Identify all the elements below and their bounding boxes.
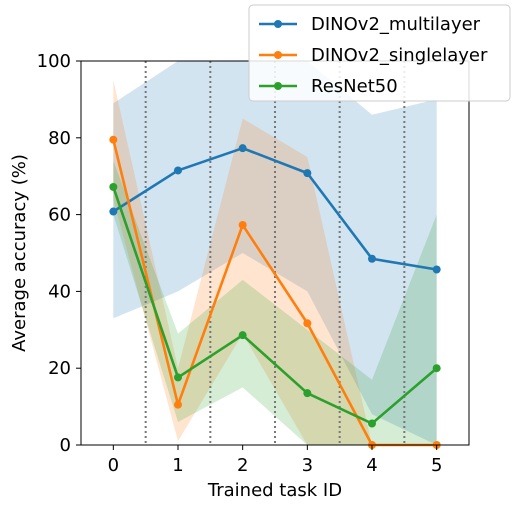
x-tick-label: 4: [366, 455, 377, 476]
data-point-2-1: [174, 373, 182, 382]
axis-ticks: 0 1 2 3 4 5 0 20 40 60 80 100: [37, 51, 443, 476]
data-point-0-0: [109, 207, 118, 216]
legend-label-1: DINOv2_singlelayer: [311, 45, 488, 66]
data-point-1-1: [174, 400, 182, 409]
y-tick-label: 40: [48, 281, 71, 302]
y-tick-label: 100: [37, 51, 71, 72]
x-tick-label: 1: [172, 455, 183, 476]
data-point-2-2: [238, 331, 247, 340]
y-tick-label: 60: [48, 205, 71, 226]
data-point-0-1: [174, 166, 182, 175]
task-boundary-lines: [144, 61, 406, 445]
series-line-0: [112, 146, 437, 271]
series-line-2: [112, 186, 438, 425]
legend-marker-0: [274, 20, 282, 28]
data-point-2-4: [368, 419, 376, 428]
legend-marker-2: [274, 82, 282, 90]
x-axis-title: Trained task ID: [207, 480, 342, 501]
data-point-2-0: [109, 182, 118, 191]
data-point-2-3: [303, 389, 312, 398]
legend: DINOv2_multilayer DINOv2_singlelayer ResNe…: [248, 4, 511, 102]
legend-box: [248, 4, 511, 102]
legend-label-0: DINOv2_multilayer: [311, 14, 481, 35]
y-axis-title: Average accuracy (%): [9, 154, 30, 352]
data-point-1-3: [303, 319, 312, 328]
x-tick-label: 0: [108, 455, 119, 476]
data-point-0-3: [303, 169, 312, 178]
data-point-0-4: [368, 254, 376, 263]
x-tick-label: 2: [237, 455, 248, 476]
data-point-2-5: [432, 364, 441, 373]
x-tick-label: 3: [302, 455, 313, 476]
data-point-0-2: [238, 144, 247, 153]
series-lines: [109, 135, 441, 449]
band-series-2: [113, 160, 437, 445]
y-tick-label: 0: [60, 435, 71, 456]
y-tick-label: 80: [48, 128, 71, 149]
x-tick-label: 5: [431, 455, 442, 476]
data-point-1-2: [238, 220, 247, 229]
legend-marker-1: [274, 51, 282, 59]
data-point-1-0: [109, 135, 118, 144]
y-tick-label: 20: [48, 358, 71, 379]
data-point-0-5: [432, 265, 441, 274]
legend-label-2: ResNet50: [311, 76, 398, 97]
